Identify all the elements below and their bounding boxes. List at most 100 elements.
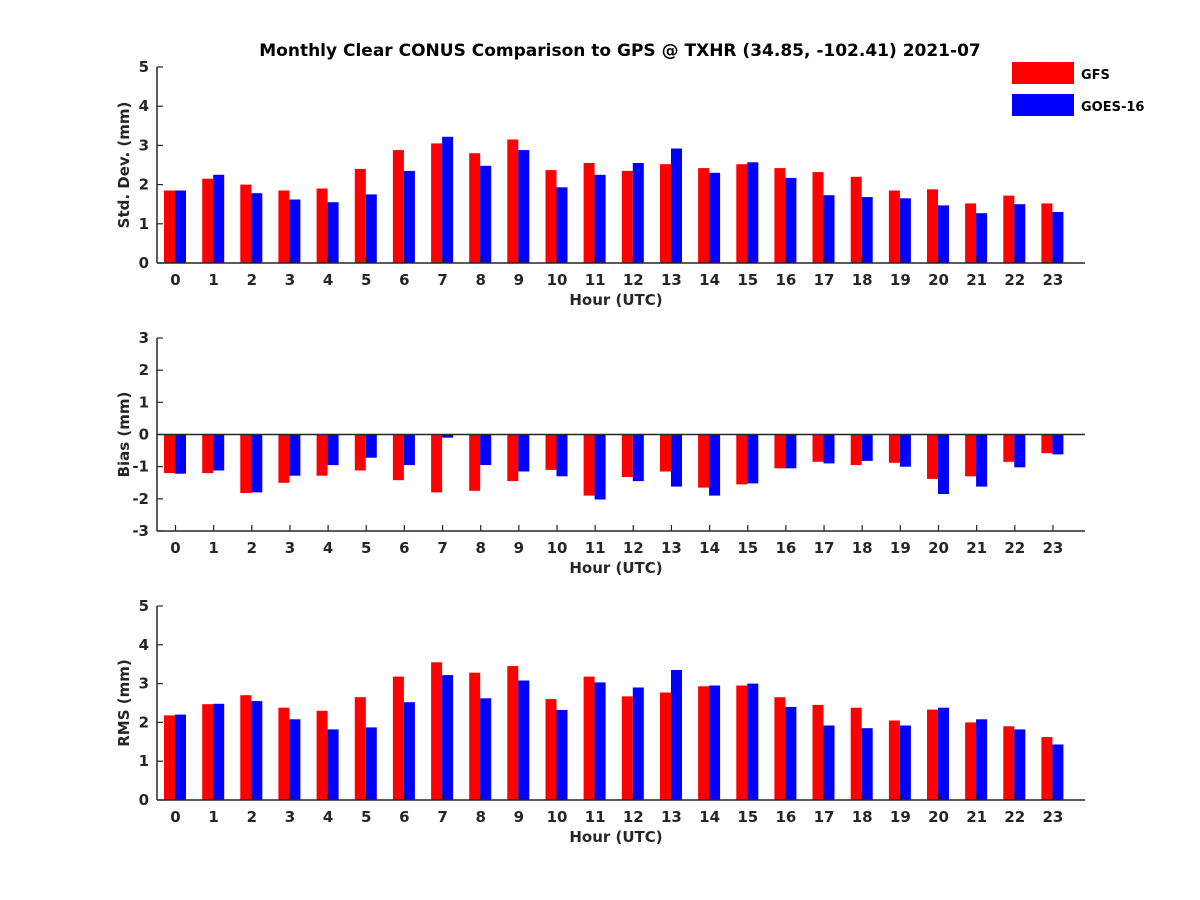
bias-x-tick-label: 19 [890, 539, 911, 557]
bias-bar-gfs-hour-18 [850, 434, 862, 466]
rms-x-tick-label: 5 [361, 808, 371, 826]
stddev-bar-gfs-hour-1 [202, 178, 214, 263]
rms-bar-goes16-hour-11 [594, 682, 606, 800]
bias-bar-gfs-hour-23 [1041, 434, 1053, 454]
rms-bar-gfs-hour-11 [583, 676, 595, 800]
stddev-bar-goes16-hour-15 [747, 162, 759, 263]
stddev-bar-gfs-hour-12 [621, 170, 633, 263]
bias-y-tick-label: 1 [139, 393, 149, 411]
rms-x-tick-label: 6 [399, 808, 409, 826]
stddev-y-axis-label: Std. Dev. (mm) [115, 102, 133, 229]
stddev-x-tick-label: 11 [585, 271, 606, 289]
bias-bar-goes16-hour-14 [709, 434, 721, 496]
rms-bar-goes16-hour-0 [175, 714, 186, 800]
bias-x-tick-label: 18 [852, 539, 873, 557]
rms-x-tick-label: 21 [966, 808, 987, 826]
bias-x-tick-label: 17 [814, 539, 835, 557]
bias-x-tick-label: 3 [285, 539, 295, 557]
bias-bar-gfs-hour-5 [354, 434, 366, 471]
bias-x-tick-label: 20 [928, 539, 949, 557]
bias-y-tick-label: 2 [139, 361, 149, 379]
rms-x-tick-label: 4 [323, 808, 333, 826]
bias-bar-gfs-hour-21 [965, 434, 977, 477]
rms-y-axis-label: RMS (mm) [115, 659, 133, 746]
rms-bar-goes16-hour-14 [709, 685, 721, 800]
bias-bar-goes16-hour-20 [938, 434, 949, 494]
rms-bar-gfs-hour-5 [354, 697, 366, 800]
rms-bar-gfs-hour-19 [888, 720, 900, 800]
rms-x-tick-label: 2 [247, 808, 257, 826]
rms-bar-gfs-hour-15 [736, 685, 748, 800]
stddev-bar-goes16-hour-0 [175, 190, 186, 263]
rms-bar-gfs-hour-14 [698, 686, 710, 800]
stddev-y-tick-label: 4 [139, 97, 149, 115]
stddev-bar-gfs-hour-9 [507, 139, 519, 263]
bias-x-tick-label: 0 [170, 539, 180, 557]
stddev-bar-goes16-hour-16 [785, 177, 797, 263]
rms-bar-goes16-hour-8 [480, 698, 492, 800]
chart-title: Monthly Clear CONUS Comparison to GPS @ … [259, 41, 980, 61]
stddev-x-tick-label: 4 [323, 271, 333, 289]
legend-label-gfs: GFS [1081, 68, 1110, 83]
rms-bar-goes16-hour-21 [976, 719, 988, 800]
stddev-x-tick-label: 1 [208, 271, 218, 289]
stddev-bar-goes16-hour-4 [327, 202, 339, 263]
stddev-bar-gfs-hour-5 [354, 168, 366, 263]
bias-bar-goes16-hour-21 [976, 434, 988, 487]
rms-bar-goes16-hour-6 [403, 702, 415, 800]
stddev-bar-gfs-hour-8 [469, 153, 481, 263]
stddev-bar-goes16-hour-14 [709, 172, 721, 263]
bias-bar-gfs-hour-19 [888, 434, 900, 463]
rms-bar-goes16-hour-18 [861, 728, 873, 800]
stddev-x-tick-label: 8 [475, 271, 485, 289]
bias-bar-goes16-hour-15 [747, 434, 759, 484]
rms-y-tick-label: 1 [139, 752, 149, 770]
stddev-x-tick-label: 20 [928, 271, 949, 289]
stddev-bar-goes16-hour-17 [823, 195, 835, 263]
bias-bar-goes16-hour-7 [442, 434, 454, 438]
stddev-bar-goes16-hour-11 [594, 174, 606, 263]
rms-bar-goes16-hour-12 [632, 687, 644, 800]
bias-x-tick-label: 15 [737, 539, 758, 557]
bias-x-tick-label: 13 [661, 539, 682, 557]
rms-x-tick-label: 3 [285, 808, 295, 826]
bias-x-tick-label: 16 [775, 539, 796, 557]
stddev-x-tick-label: 6 [399, 271, 409, 289]
rms-x-tick-label: 16 [775, 808, 796, 826]
stddev-bar-goes16-hour-2 [251, 193, 263, 263]
bias-y-tick-label: -2 [132, 490, 149, 508]
bias-bar-goes16-hour-1 [213, 434, 225, 471]
stddev-bar-gfs-hour-19 [888, 190, 900, 263]
rms-bar-gfs-hour-10 [545, 699, 557, 800]
rms-x-tick-label: 11 [585, 808, 606, 826]
stddev-x-tick-label: 18 [852, 271, 873, 289]
stddev-x-tick-label: 23 [1043, 271, 1064, 289]
stddev-bar-gfs-hour-16 [774, 168, 786, 263]
stddev-bar-goes16-hour-18 [861, 197, 873, 263]
rms-x-tick-label: 15 [737, 808, 758, 826]
stddev-bar-gfs-hour-3 [278, 190, 290, 263]
bias-bar-gfs-hour-3 [278, 434, 290, 483]
bias-x-axis-label: Hour (UTC) [569, 559, 662, 577]
rms-bar-gfs-hour-3 [278, 707, 290, 800]
bias-x-tick-label: 8 [475, 539, 485, 557]
bias-bar-gfs-hour-11 [583, 434, 595, 496]
stddev-bar-goes16-hour-1 [213, 174, 225, 263]
rms-bar-goes16-hour-7 [442, 675, 454, 800]
rms-bar-goes16-hour-20 [938, 707, 949, 800]
bias-bar-goes16-hour-8 [480, 434, 492, 466]
bias-x-tick-label: 9 [514, 539, 524, 557]
bias-bar-goes16-hour-4 [327, 434, 339, 466]
stddev-bar-goes16-hour-12 [632, 163, 644, 263]
stddev-bar-gfs-hour-14 [698, 168, 710, 263]
bias-bar-gfs-hour-6 [392, 434, 404, 481]
rms-bar-goes16-hour-19 [899, 725, 911, 800]
rms-x-tick-label: 22 [1004, 808, 1025, 826]
bias-bar-gfs-hour-20 [927, 434, 938, 479]
stddev-bar-gfs-hour-11 [583, 163, 595, 263]
bias-bar-gfs-hour-10 [545, 434, 557, 470]
rms-bar-gfs-hour-8 [469, 672, 481, 800]
rms-bar-goes16-hour-22 [1014, 729, 1026, 800]
stddev-x-tick-label: 13 [661, 271, 682, 289]
rms-bar-goes16-hour-23 [1052, 744, 1064, 800]
